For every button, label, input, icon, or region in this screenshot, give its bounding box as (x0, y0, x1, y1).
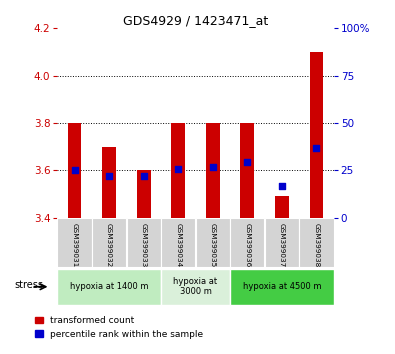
Text: GSM399035: GSM399035 (210, 223, 216, 267)
Bar (299, 218, 334, 267)
Bar (161, 269, 230, 305)
Bar (102, 147, 116, 218)
Text: GSM399031: GSM399031 (71, 223, 77, 267)
Text: hypoxia at 4500 m: hypoxia at 4500 m (243, 282, 321, 291)
Bar (171, 123, 185, 218)
Point (244, 159, 250, 165)
Bar (241, 123, 254, 218)
Point (175, 166, 181, 172)
Text: GSM399037: GSM399037 (279, 223, 285, 267)
Bar (68, 123, 81, 218)
Point (141, 173, 147, 179)
Bar (57, 218, 92, 267)
Title: GDS4929 / 1423471_at: GDS4929 / 1423471_at (123, 14, 268, 27)
Bar (126, 218, 161, 267)
Text: GSM399032: GSM399032 (106, 223, 112, 267)
Text: GSM399034: GSM399034 (175, 223, 181, 267)
Text: stress: stress (14, 280, 43, 290)
Bar (310, 52, 324, 218)
Point (313, 145, 320, 151)
Point (279, 183, 285, 189)
Bar (275, 196, 289, 218)
Text: hypoxia at 1400 m: hypoxia at 1400 m (70, 282, 149, 291)
Bar (92, 218, 126, 267)
Point (210, 164, 216, 170)
Bar (230, 218, 265, 267)
Bar (196, 218, 230, 267)
Bar (206, 123, 220, 218)
Bar (265, 218, 299, 267)
Legend: transformed count, percentile rank within the sample: transformed count, percentile rank withi… (31, 313, 207, 342)
Bar (137, 170, 150, 218)
Bar (57, 269, 161, 305)
Text: GSM399033: GSM399033 (141, 223, 147, 267)
Text: GSM399036: GSM399036 (245, 223, 250, 267)
Bar (161, 218, 196, 267)
Bar (230, 269, 334, 305)
Point (106, 173, 112, 179)
Text: GSM399038: GSM399038 (314, 223, 320, 267)
Text: hypoxia at
3000 m: hypoxia at 3000 m (173, 277, 218, 296)
Point (71, 167, 78, 173)
